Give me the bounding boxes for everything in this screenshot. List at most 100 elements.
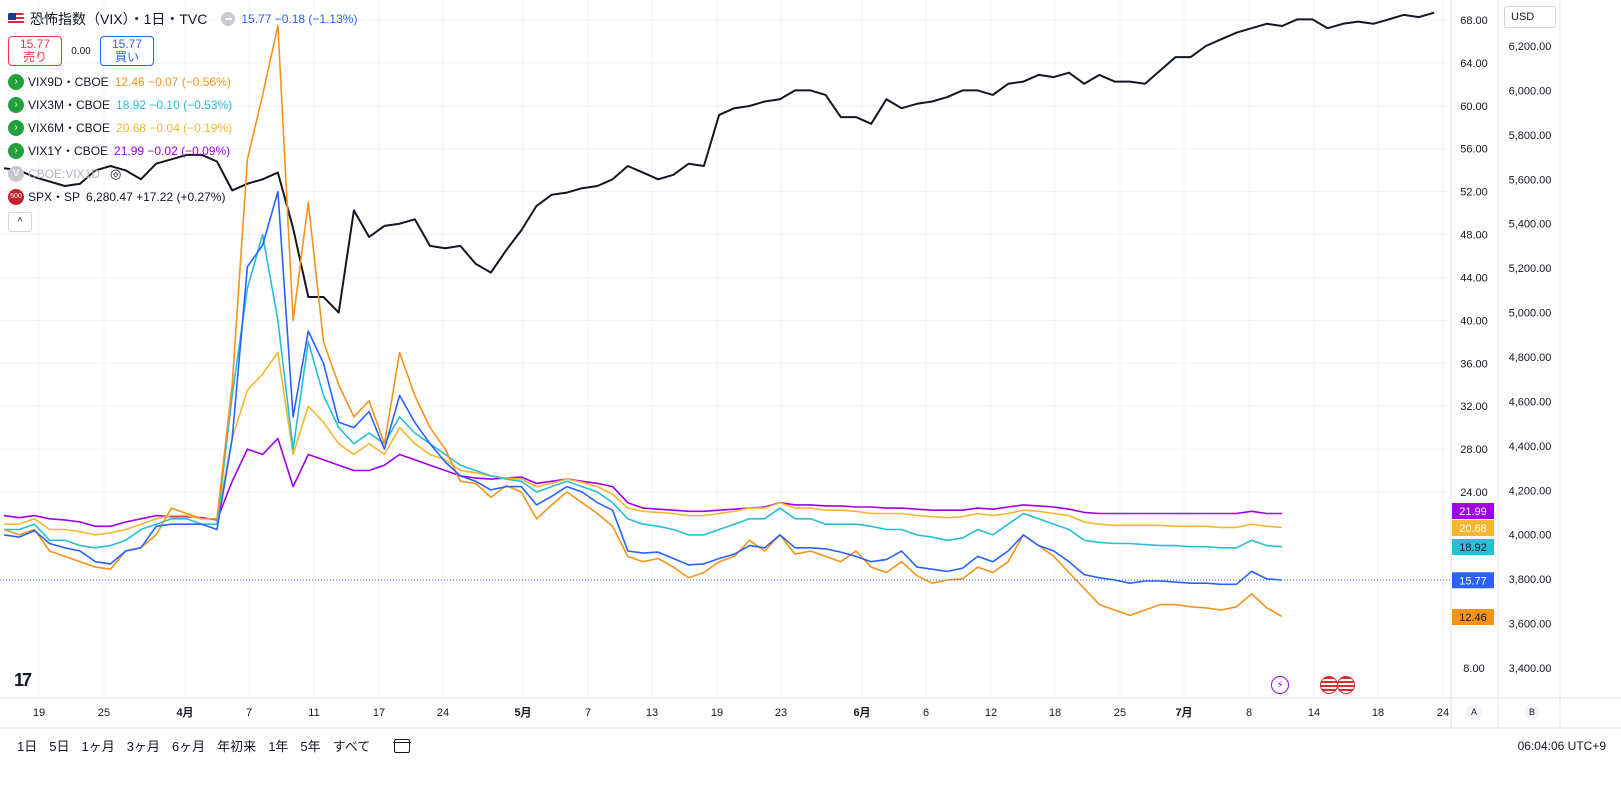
series-row-vix6m[interactable]: › VIX6M・CBOE 20.68 −0.04 (−0.19%) [8,116,357,139]
last-value-label: 18.92 [1459,542,1487,554]
y-right-tick-label: 5,200.00 [1509,263,1552,275]
y-right-tick-label: 4,000.00 [1509,530,1552,542]
x-tick-label: 13 [646,707,658,719]
series-name: CBOE:VIX1D [28,166,101,181]
series-line-2 [4,233,1283,549]
symbol-title[interactable]: 恐怖指数（VIX）・1日・TVC [30,11,208,27]
series-quote: 12.46 −0.07 (−0.56%) [114,74,231,89]
series-row-vix3m[interactable]: › VIX3M・CBOE 18.92 −0.10 (−0.53%) [8,93,357,116]
y-right-tick-label: 5,400.00 [1509,219,1552,231]
right-scale-toggle[interactable]: B [1524,704,1540,720]
x-tick-label: 25 [98,707,110,719]
x-tick-label: 5月 [514,706,531,719]
trade-buttons: 15.77 売り 0.00 15.77 買い [8,36,357,66]
range-5d[interactable]: 5日 [49,739,70,754]
green-arrow-icon: › [8,119,24,136]
last-value-box [1452,503,1494,519]
main-quote: 15.77 −0.18 (−1.13%) [241,12,358,26]
y-left-tick-label: 24.00 [1460,487,1488,499]
calendar-icon[interactable] [393,738,412,753]
buy-price: 15.77 [111,37,143,51]
last-value-box [1452,539,1494,555]
y-right-tick-label: 5,800.00 [1509,130,1552,142]
auto-scale-toggle[interactable]: A [1466,704,1482,720]
x-tick-label: 19 [33,707,45,719]
series-name: VIX1Y・CBOE [28,144,109,158]
y-right-tick-label: 6,200.00 [1509,41,1552,53]
y-left-tick-label: 36.00 [1460,358,1488,370]
y-left-tick-label: 40.00 [1460,315,1488,327]
range-3m[interactable]: 3ヶ月 [126,739,160,754]
us-flag-event-icon[interactable] [1337,676,1355,694]
series-list: › VIX9D・CBOE 12.46 −0.07 (−0.56%) › VIX3… [8,70,357,208]
collapse-legend-button[interactable]: ^ [8,212,32,232]
series-line-1 [3,24,1283,618]
y-left-tick-label: 60.00 [1460,101,1488,113]
y-right-tick-label: 4,200.00 [1509,485,1552,497]
x-tick-label: 7 [585,707,591,719]
range-ytd[interactable]: 年初来 [217,739,257,754]
series-row-vix1d[interactable]: V CBOE:VIX1D ◎ [8,162,357,185]
range-1y[interactable]: 1年 [268,739,289,754]
x-tick-label: 6 [923,707,929,719]
y-left-tick-label: 56.00 [1460,144,1488,156]
y-right-tick-label: 3,800.00 [1509,574,1552,586]
y-right-tick-label: 3,400.00 [1509,663,1552,675]
minimize-icon[interactable] [221,12,236,26]
tradingview-logo-icon[interactable]: 17 [14,670,32,690]
y-right-tick-label: 5,000.00 [1509,308,1552,320]
series-line-5 [3,190,1283,586]
green-arrow-icon: › [8,96,24,113]
sp500-badge-icon: 500 [8,188,24,205]
buy-label: 買い [114,50,139,64]
bottom-toolbar: 1日 5日 1ヶ月 3ヶ月 6ヶ月 年初来 1年 5年 すべて 06:04:06… [0,728,1621,763]
sell-button[interactable]: 15.77 売り [8,36,62,66]
green-arrow-icon: › [8,73,24,90]
series-line-4 [3,437,1282,528]
range-5y[interactable]: 5年 [300,739,321,754]
series-name: SPX・SP [28,190,81,204]
series-name: VIX9D・CBOE [28,75,109,89]
x-tick-label: 18 [1049,707,1061,719]
last-value-box [1452,520,1494,536]
last-value-box [1452,572,1494,589]
series-quote: 18.92 −0.10 (−0.53%) [116,97,233,112]
currency-selector[interactable]: USD [1504,6,1556,28]
x-tick-label: 17 [373,707,385,719]
us-flag-event-icon[interactable] [1320,676,1338,694]
y-left-tick-label: 8.00 [1463,663,1484,675]
y-right-tick-label: 4,800.00 [1509,352,1552,364]
range-1d[interactable]: 1日 [17,739,38,754]
x-tick-label: 19 [711,707,723,719]
last-value-label: 12.46 [1459,612,1487,624]
clock[interactable]: 06:04:06 UTC+9 [1517,738,1606,753]
last-value-box [1452,609,1494,625]
y-right-tick-label: 4,400.00 [1509,441,1552,453]
series-row-vix1y[interactable]: › VIX1Y・CBOE 21.99 −0.02 (−0.09%) [8,139,357,162]
series-row-vix9d[interactable]: › VIX9D・CBOE 12.46 −0.07 (−0.56%) [8,70,357,93]
range-1m[interactable]: 1ヶ月 [81,739,115,754]
sell-price: 15.77 [19,37,51,51]
y-left-tick-label: 48.00 [1460,230,1488,242]
x-tick-label: 4月 [176,706,193,719]
x-tick-label: 7月 [1175,706,1192,719]
series-line-0 [3,11,1435,314]
x-tick-label: 18 [1372,707,1384,719]
sell-label: 売り [22,50,47,64]
range-6m[interactable]: 6ヶ月 [171,739,206,754]
x-tick-label: 7 [246,707,252,719]
hidden-eye-icon[interactable]: ◎ [110,165,122,181]
vix1d-badge-icon: V [8,165,24,182]
green-arrow-icon: › [8,142,24,159]
buy-button[interactable]: 15.77 買い [100,36,154,66]
series-row-spx[interactable]: 500 SPX・SP 6,280.47 +17.22 (+0.27%) [8,185,357,208]
y-left-tick-label: 44.00 [1460,272,1488,284]
y-right-tick-label: 5,600.00 [1509,174,1552,186]
y-left-tick-label: 68.00 [1460,15,1488,27]
x-tick-label: 23 [775,707,787,719]
y-right-tick-label: 6,000.00 [1509,85,1552,97]
range-all[interactable]: すべて [332,739,371,754]
lightning-event-icon[interactable]: ⚡ [1271,676,1289,694]
y-right-tick-label: 3,600.00 [1509,619,1552,631]
